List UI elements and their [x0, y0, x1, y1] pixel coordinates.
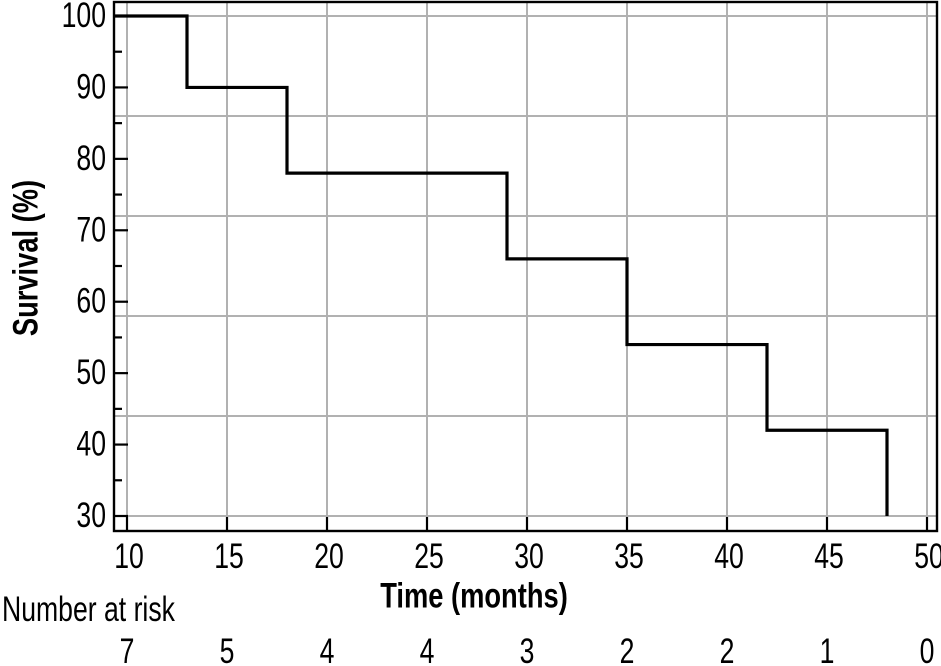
- x-axis-title: Time (months): [380, 576, 568, 616]
- risk-count: 0: [920, 631, 935, 666]
- y-tick-label: 60: [76, 281, 106, 320]
- x-tick-label: 50: [914, 536, 941, 575]
- y-tick-label: 40: [76, 424, 106, 463]
- risk-count: 7: [120, 631, 135, 666]
- x-tick-label: 30: [514, 536, 544, 575]
- risk-count: 4: [420, 631, 435, 666]
- risk-count: 4: [320, 631, 335, 666]
- risk-count: 2: [720, 631, 735, 666]
- y-tick-label: 70: [76, 210, 106, 249]
- x-tick-label: 25: [414, 536, 444, 575]
- y-tick-label: 100: [62, 0, 106, 35]
- risk-count: 2: [620, 631, 635, 666]
- y-axis-title: Survival (%): [6, 179, 46, 337]
- x-tick-label: 40: [714, 536, 744, 575]
- y-tick-label: 90: [76, 67, 106, 106]
- risk-count: 1: [820, 631, 835, 666]
- y-tick-label: 50: [76, 353, 106, 392]
- number-at-risk-label: Number at risk: [2, 590, 175, 629]
- risk-count: 3: [520, 631, 535, 666]
- y-tick-label: 80: [76, 138, 106, 177]
- y-tick-label: 30: [76, 495, 106, 534]
- x-tick-label: 20: [314, 536, 344, 575]
- x-tick-label: 35: [614, 536, 644, 575]
- x-tick-label: 10: [114, 536, 144, 575]
- risk-count: 5: [220, 631, 235, 666]
- x-tick-label: 45: [814, 536, 844, 575]
- plot-border: [112, 0, 939, 533]
- x-tick-label: 15: [214, 536, 244, 575]
- survival-curve: [115, 14, 889, 516]
